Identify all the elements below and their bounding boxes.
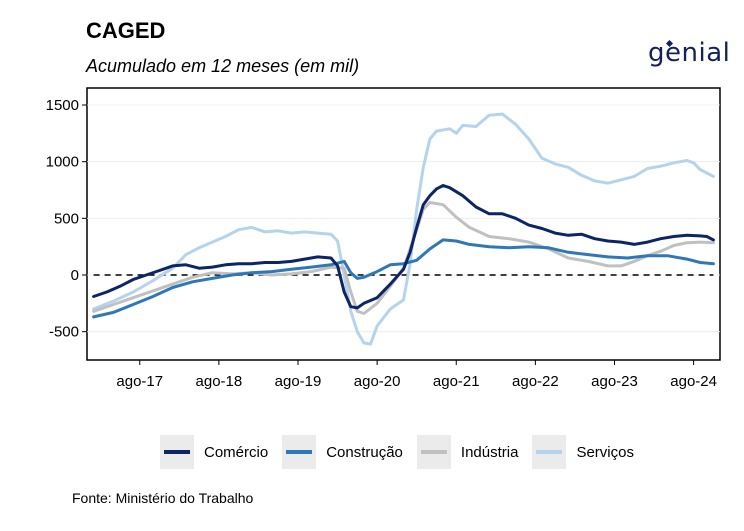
y-tick-label: 1000 <box>46 154 79 171</box>
chart-subtitle: Acumulado em 12 meses (em mil) <box>86 56 360 76</box>
source-note: Fonte: Ministério do Trabalho <box>72 490 254 506</box>
series-lines <box>92 112 715 346</box>
legend-label-comercio: Comércio <box>204 443 269 461</box>
y-tick-label: 1500 <box>46 97 79 114</box>
x-tick-label: ago-21 <box>433 373 480 390</box>
series-line-comercio <box>92 184 715 310</box>
legend-swatch-industria <box>420 450 447 454</box>
legend-label-industria: Indústria <box>460 443 519 461</box>
legend-swatch-servicos <box>536 450 563 454</box>
legend-swatch-comercio <box>164 450 190 454</box>
legend-item-industria: Indústria <box>416 434 533 470</box>
chart-title: CAGED <box>86 18 166 43</box>
legend-key-servicos <box>532 435 567 469</box>
x-tick-label: ago-22 <box>512 373 559 390</box>
x-tick-label: ago-19 <box>275 373 322 390</box>
y-axis: -500 0 500 1000 1500 <box>46 97 87 341</box>
series-line-servicos <box>92 112 715 346</box>
x-axis: ago-17 ago-18 ago-19 ago-20 ago-21 ago-22 ago-… <box>116 360 717 390</box>
logo-wordmark: genial <box>648 38 731 68</box>
y-tick-label: -500 <box>49 324 79 341</box>
legend-swatch-construcao <box>286 450 313 454</box>
y-tick-label: 500 <box>54 210 79 227</box>
legend: Comércio Construção Indústria Serviços <box>160 434 648 470</box>
legend-item-construcao: Construção <box>282 434 417 470</box>
series-line-construcao <box>92 238 715 319</box>
x-tick-label: ago-24 <box>670 373 717 390</box>
legend-key-construcao <box>282 435 317 469</box>
y-tick-label: 0 <box>71 267 79 284</box>
legend-item-comercio: Comércio <box>160 434 282 470</box>
legend-key-comercio <box>160 435 194 469</box>
x-tick-label: ago-18 <box>196 373 243 390</box>
legend-item-servicos: Serviços <box>532 434 648 470</box>
legend-label-servicos: Serviços <box>576 443 634 461</box>
legend-key-industria <box>416 435 451 469</box>
x-tick-label: ago-23 <box>591 373 638 390</box>
x-tick-label: ago-17 <box>116 373 163 390</box>
x-tick-label: ago-20 <box>354 373 401 390</box>
plot-panel <box>86 87 721 361</box>
legend-label-construcao: Construção <box>326 443 403 461</box>
